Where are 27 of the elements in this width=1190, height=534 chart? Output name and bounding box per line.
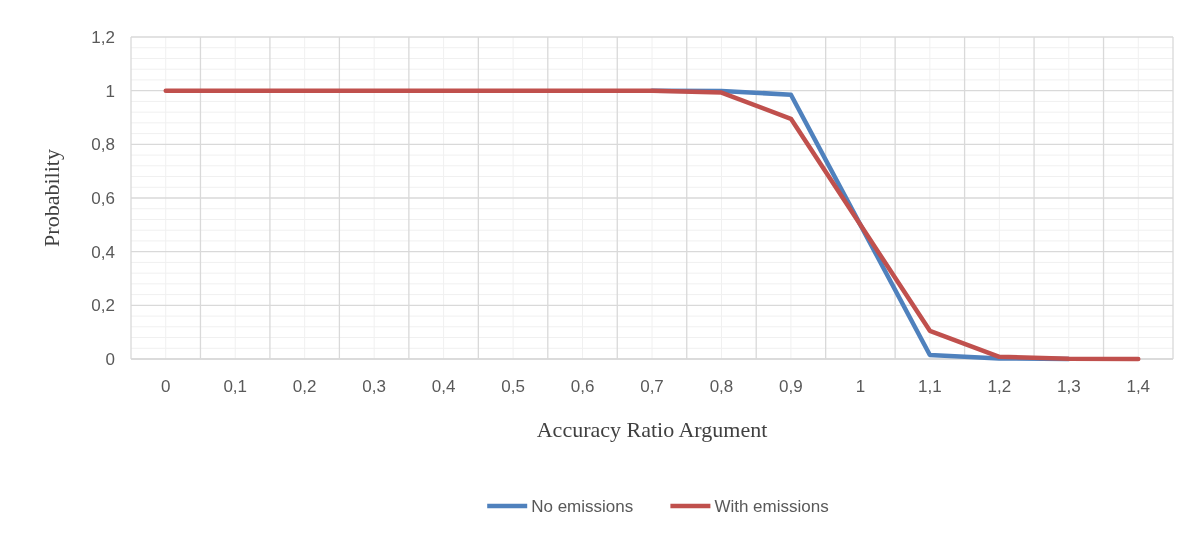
legend-label: No emissions — [531, 496, 634, 516]
y-tick-label: 1 — [105, 81, 115, 101]
x-axis-title: Accuracy Ratio Argument — [536, 417, 768, 442]
y-tick-label: 1,2 — [91, 27, 115, 47]
x-tick-label: 0,9 — [779, 377, 803, 396]
x-tick-label: 0,1 — [223, 377, 248, 396]
y-tick-label: 0,8 — [91, 135, 115, 155]
legend-label: With emissions — [714, 496, 829, 516]
x-tick-label: 0,5 — [501, 377, 525, 396]
x-tick-label: 0,7 — [640, 377, 664, 396]
x-tick-label: 1,1 — [918, 377, 942, 396]
x-tick-label: 0,4 — [431, 377, 456, 396]
x-tick-label: 0,2 — [292, 377, 317, 396]
x-tick-label: 1,2 — [987, 377, 1012, 396]
x-tick-label: 0,8 — [709, 377, 734, 396]
line-series — [163, 88, 1141, 362]
y-tick-label: 0,4 — [91, 242, 115, 262]
x-tick-label: 1,3 — [1056, 377, 1081, 396]
x-tick-label: 0 — [161, 377, 171, 396]
y-tick-label: 0 — [105, 349, 115, 369]
x-tick-label: 0,6 — [570, 377, 595, 396]
x-tick-label: 1 — [855, 377, 866, 396]
y-tick-label: 0,6 — [91, 188, 115, 208]
y-axis-title: Probability — [39, 149, 64, 247]
x-tick-label: 0,3 — [362, 377, 386, 396]
x-tick-label: 1,4 — [1126, 377, 1151, 396]
y-tick-label: 0,2 — [91, 296, 115, 316]
